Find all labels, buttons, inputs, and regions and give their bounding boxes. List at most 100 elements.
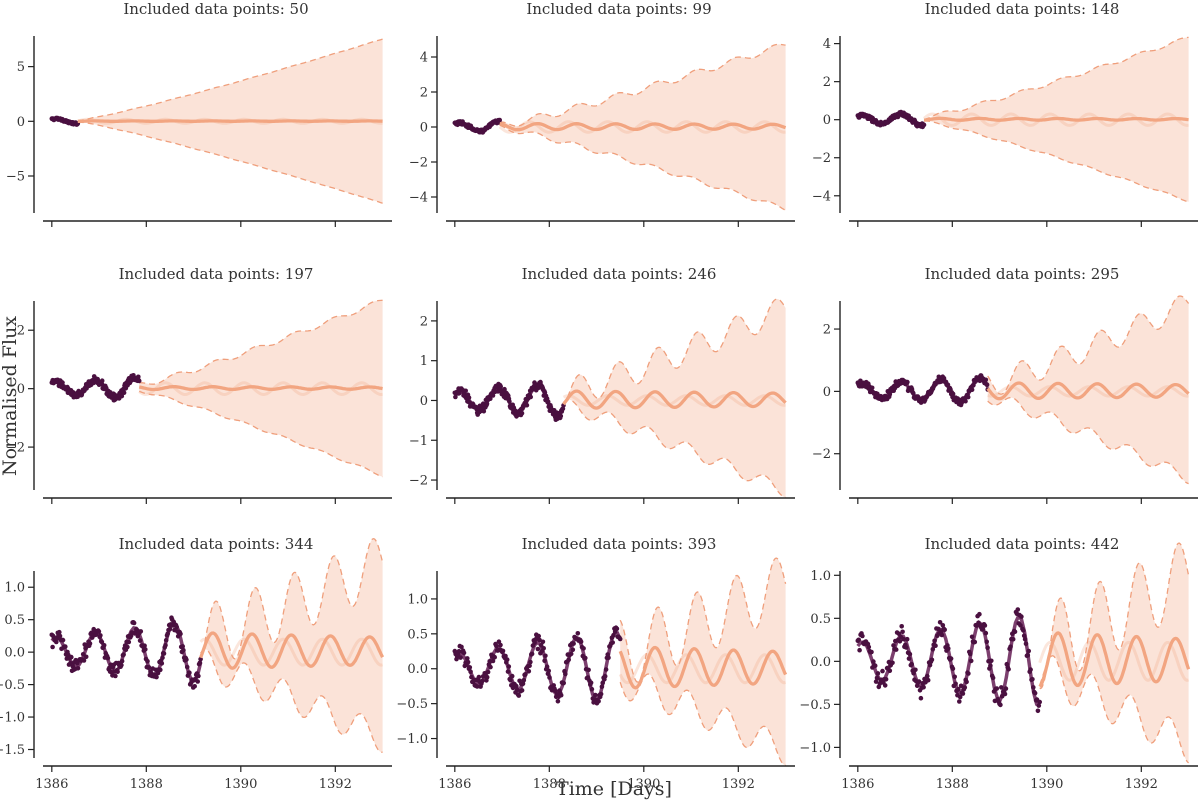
data-point	[913, 667, 918, 673]
data-point	[187, 670, 192, 675]
data-point	[160, 655, 165, 660]
data-point	[498, 384, 504, 389]
panel-title: Included data points: 148	[925, 0, 1120, 18]
y-tick-label: 0	[420, 394, 428, 409]
data-point	[541, 646, 546, 651]
observed-data	[49, 115, 81, 127]
data-point	[909, 661, 914, 667]
data-point	[99, 378, 105, 384]
data-point	[105, 655, 111, 661]
data-point	[184, 664, 190, 670]
data-point	[856, 637, 861, 643]
data-point	[1015, 607, 1021, 612]
data-point	[957, 694, 963, 700]
data-point	[905, 379, 910, 385]
data-point	[119, 658, 125, 664]
x-tick-label: 1392	[319, 777, 352, 792]
data-point	[54, 639, 59, 645]
sample-prediction-line	[1038, 640, 1190, 682]
data-point	[589, 686, 595, 692]
band-upper-edge	[1039, 542, 1190, 690]
data-point	[891, 643, 896, 648]
data-point	[957, 699, 962, 704]
data-point	[586, 667, 591, 673]
data-point	[181, 648, 186, 653]
y-tick-label: 0.0	[810, 655, 831, 670]
data-point	[960, 691, 966, 696]
data-point	[535, 646, 541, 652]
data-point	[952, 674, 957, 680]
data-point	[155, 670, 161, 676]
data-point	[914, 683, 920, 688]
sample-prediction-line	[987, 385, 1189, 398]
x-tick-label: 1386	[841, 777, 874, 792]
mean-prediction-line	[986, 381, 1190, 401]
data-point	[969, 387, 975, 393]
y-tick-label: 2	[420, 86, 428, 101]
data-point	[581, 646, 586, 651]
data-point	[610, 640, 615, 645]
data-point	[519, 688, 525, 693]
data-point	[131, 620, 137, 626]
data-point	[563, 671, 568, 677]
data-point	[121, 390, 127, 396]
data-point	[458, 655, 463, 660]
data-point	[99, 639, 105, 645]
panel: −1.0 −0.5 0.0 0.5 1.0 1386 1388 1390 1392 Include…	[799, 535, 1198, 792]
x-tick-label: 1388	[533, 777, 566, 792]
data-point	[159, 661, 165, 666]
x-tick-label: 1390	[1030, 777, 1063, 792]
uncertainty-band	[563, 299, 786, 498]
data-point	[136, 378, 142, 384]
data-point	[925, 673, 930, 679]
data-point	[937, 620, 943, 625]
band-upper-edge	[619, 557, 787, 683]
panel-title: Included data points: 344	[119, 535, 314, 553]
data-point	[547, 675, 552, 680]
data-point	[588, 680, 594, 685]
data-point	[593, 692, 598, 698]
y-tick-label: −5	[6, 170, 25, 185]
sample-prediction-line	[199, 637, 383, 667]
data-point	[521, 678, 527, 683]
data-point	[466, 395, 472, 400]
data-point	[950, 391, 956, 397]
data-point	[1019, 614, 1024, 619]
data-point	[617, 636, 623, 642]
data-point	[874, 675, 880, 681]
data-point	[145, 658, 150, 664]
data-point	[143, 647, 148, 652]
observed-data	[452, 117, 503, 135]
y-tick-label: 1.0	[4, 581, 25, 596]
panel-title: Included data points: 442	[925, 535, 1120, 553]
data-point	[165, 631, 170, 636]
uncertainty-band	[200, 538, 383, 753]
panel-title: Included data points: 295	[925, 265, 1120, 283]
data-point	[598, 691, 604, 697]
data-point	[897, 639, 903, 644]
y-axis-label: Normalised Flux	[0, 316, 21, 476]
y-tick-label: −1.0	[0, 711, 25, 726]
y-tick-label: −1.0	[396, 732, 428, 747]
observed-data	[452, 625, 623, 706]
band-lower-edge	[563, 399, 786, 499]
data-point	[555, 698, 561, 704]
data-point	[916, 679, 922, 684]
band-lower-edge	[77, 121, 383, 204]
data-point	[901, 636, 906, 642]
data-point	[500, 648, 506, 654]
data-point	[509, 673, 515, 679]
data-point	[524, 402, 530, 408]
band-upper-edge	[77, 38, 383, 122]
data-point	[945, 382, 951, 388]
mean-prediction-line	[618, 645, 788, 690]
data-point	[1023, 641, 1029, 646]
data-point	[50, 644, 55, 650]
data-point	[1025, 652, 1031, 658]
x-tick-label: 1392	[1125, 777, 1158, 792]
data-point	[504, 657, 510, 662]
panel-title: Included data points: 99	[526, 0, 711, 18]
band-lower-edge	[619, 673, 786, 767]
data-point	[526, 669, 532, 674]
band-lower-edge	[499, 124, 786, 211]
